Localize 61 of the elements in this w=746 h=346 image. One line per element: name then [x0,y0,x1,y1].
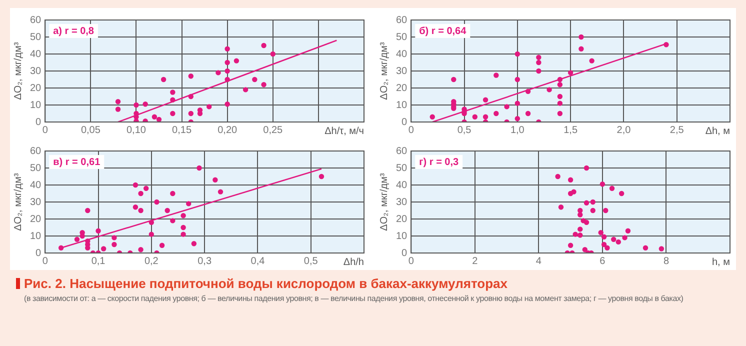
y-tick-label: 60 [396,146,408,157]
y-tick-label: 20 [396,82,408,94]
x-tick-label: 2,0 [616,124,632,136]
y-tick-label: 50 [396,32,408,43]
y-tick-label: 30 [30,66,42,77]
y-tick-label: 20 [30,214,42,225]
y-tick-label: 10 [396,100,408,111]
x-tick-label: 0,1 [91,256,106,267]
x-tick-label: 0,15 [172,124,192,136]
x-tick-label: 1,0 [510,124,525,136]
y-tick-label: 30 [396,66,408,77]
y-tick-label: 40 [30,180,42,191]
y-tick-label: 0 [402,248,408,259]
x-tick-label: 0,25 [263,124,284,136]
y-tick-label: 0 [36,116,42,128]
y-axis-title: ΔO₂, мкг/дм³ [378,42,390,100]
y-tick-label: 20 [396,214,408,225]
x-tick-label: 0,05 [80,124,101,136]
x-tick-label: 2 [472,256,478,267]
y-tick-label: 40 [396,180,408,191]
x-axis-title: Δh/h [343,256,364,268]
y-tick-label: 60 [30,146,42,157]
x-tick-label: 0,2 [144,256,159,267]
y-tick-label: 60 [396,14,408,26]
x-tick-label: 1,5 [564,124,578,136]
x-axis-title: Δh/τ, м/ч [324,126,364,137]
x-tick-label: 0,10 [126,124,146,136]
y-axis-title: ΔO₂, мкг/дм³ [12,42,24,100]
y-tick-label: 50 [396,162,408,174]
y-tick-label: 30 [30,196,42,208]
annotation: в) r = 0,61 [53,156,101,168]
y-tick-label: 10 [30,230,42,242]
x-tick-label: 6 [600,256,606,267]
text: (в зависимости от: а — скорости падения уровня; б — величины падения уровня; в — величины падения уровня, отнесенной к уровню воды на момент замера; г — уровня воды в баках) [24,294,684,303]
y-tick-label: 20 [30,82,42,94]
x-tick-label: 0,20 [218,124,238,136]
x-tick-label: 4 [536,256,542,267]
x-axis-title: h, м [712,256,730,268]
x-tick-label: 0,3 [198,256,212,267]
y-tick-label: 50 [30,32,42,43]
y-axis-title: ΔO₂, мкг/дм³ [12,172,24,231]
text: Рис. 2. Насыщение подпиточной воды кислородом в баках-аккумуляторах [24,276,508,291]
annotation: а) r = 0,8 [53,26,94,37]
y-tick-label: 10 [396,230,408,242]
x-tick-label: 2,5 [670,124,684,136]
annotation: г) r = 0,3 [419,156,460,168]
x-tick-label: 0,5 [457,124,472,136]
y-tick-label: 50 [30,162,42,174]
y-tick-label: 60 [30,14,42,26]
y-tick-label: 40 [396,48,408,60]
x-tick-label: 8 [663,256,670,267]
x-axis-title: Δh, м [705,126,730,137]
x-tick-label: 0,4 [250,256,266,267]
x-tick-label: 0,5 [304,256,318,267]
y-tick-label: 0 [36,248,42,259]
y-axis-title: ΔO₂, мкг/дм³ [378,172,390,231]
y-tick-label: 0 [402,116,408,128]
annotation: б) r = 0,64 [419,26,467,37]
y-tick-label: 10 [30,100,42,111]
y-tick-label: 30 [396,196,408,208]
y-tick-label: 40 [30,48,42,60]
